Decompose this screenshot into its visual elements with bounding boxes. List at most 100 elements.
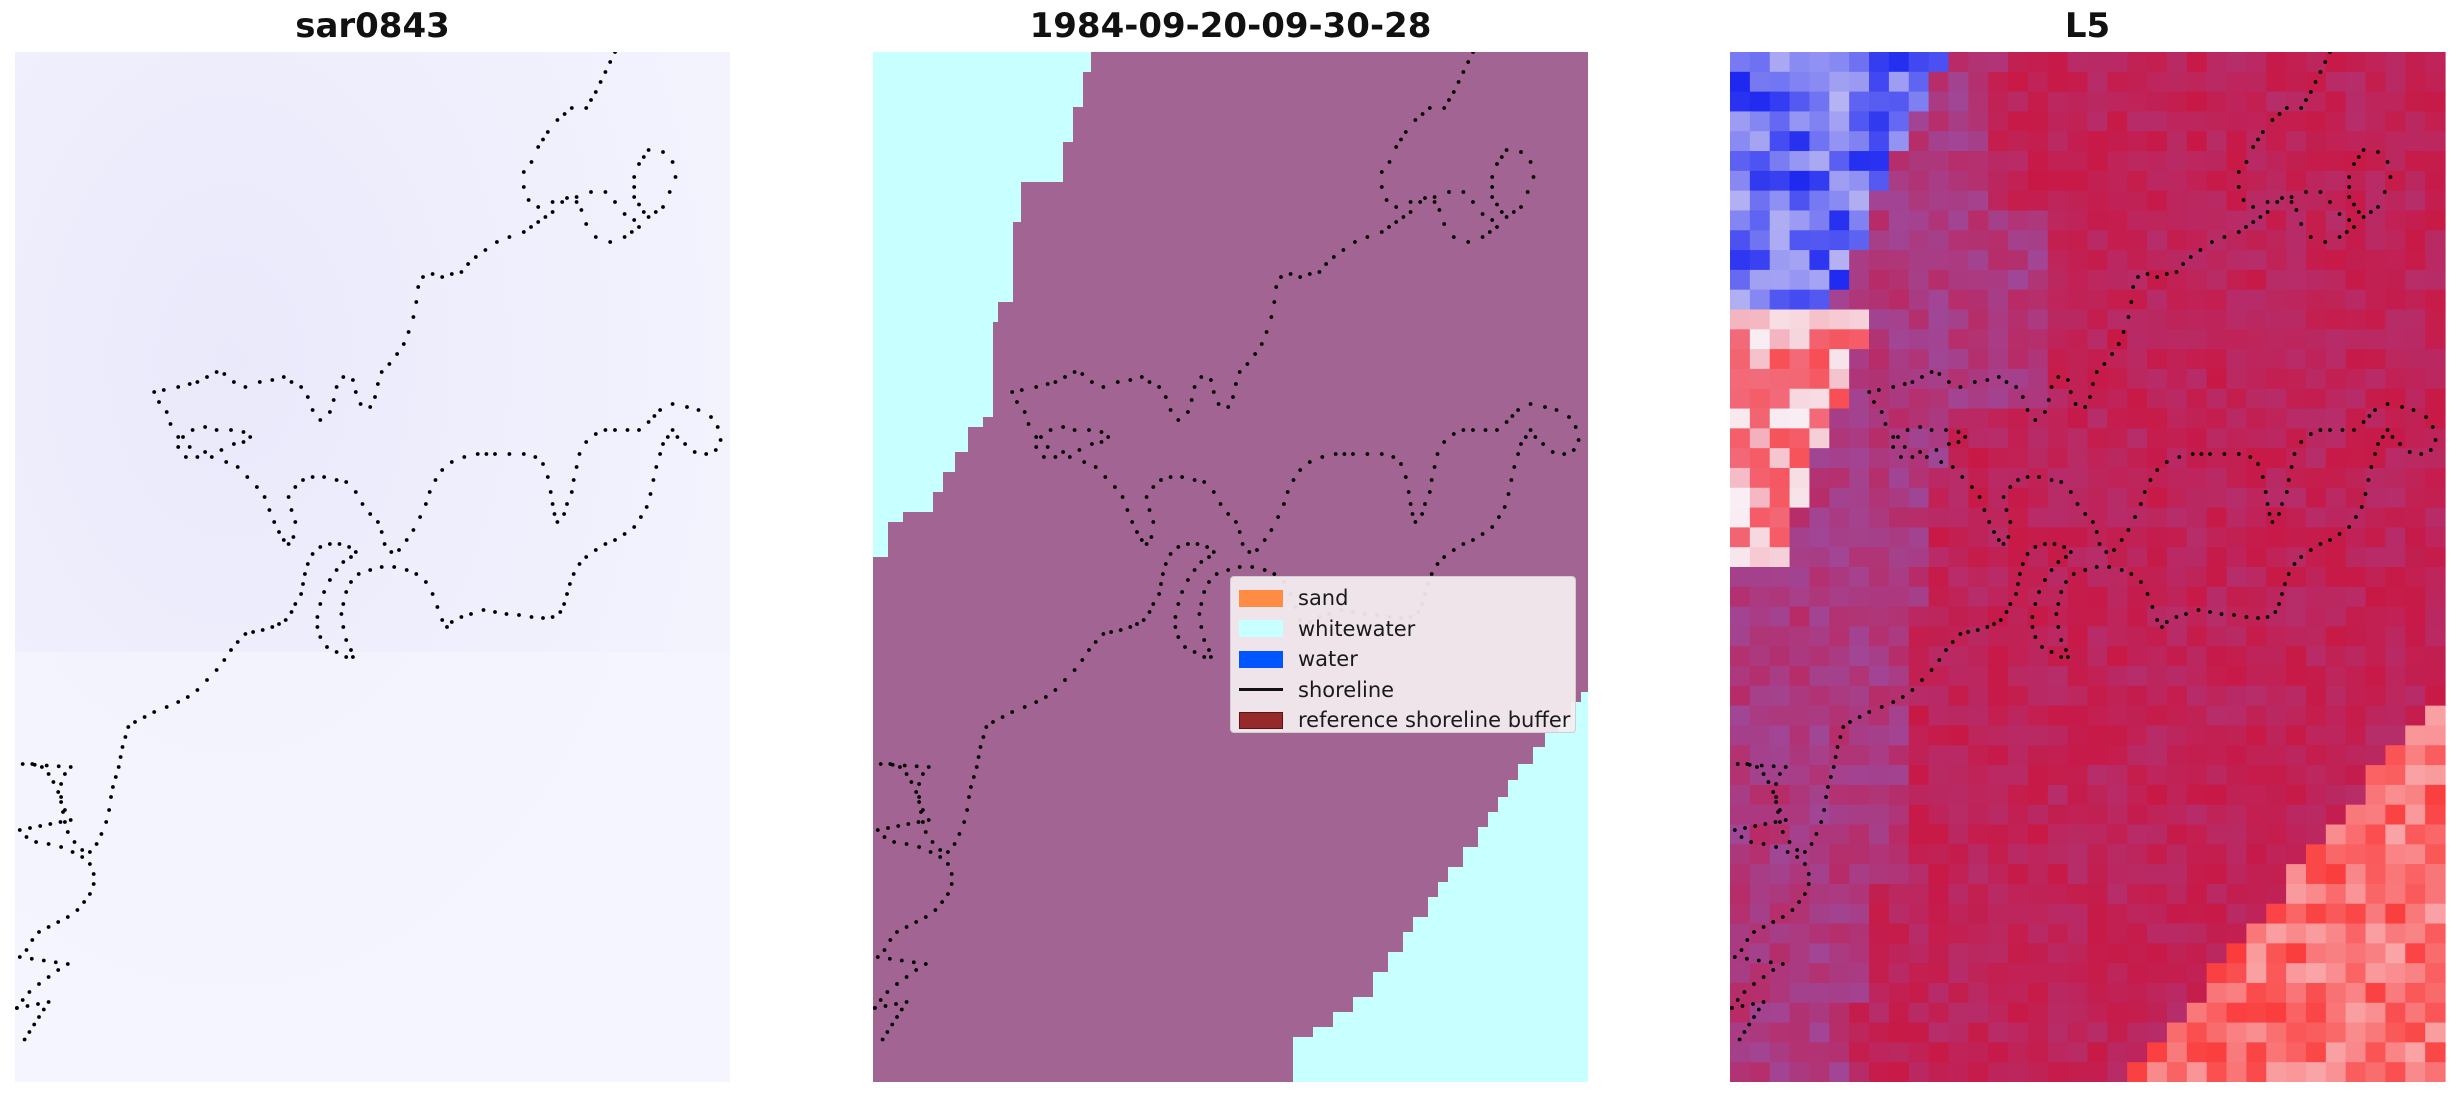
- heatmap-cell: [2305, 91, 2327, 113]
- heatmap-cell: [1789, 864, 1811, 885]
- shoreline-point: [353, 490, 358, 494]
- shoreline-point: [1824, 795, 1828, 799]
- shoreline-point: [2344, 230, 2349, 234]
- heatmap-cell: [1928, 765, 1950, 786]
- shoreline-point: [1147, 610, 1152, 614]
- heatmap-cell: [1928, 448, 1950, 469]
- shoreline-point: [1735, 762, 1740, 766]
- shoreline-point: [1806, 872, 1811, 876]
- shoreline-point: [917, 845, 921, 849]
- shoreline-point: [133, 720, 137, 724]
- heatmap-cell: [2067, 765, 2089, 786]
- heatmap-cell: [1809, 190, 1830, 212]
- heatmap-cell: [2087, 269, 2108, 291]
- heatmap-cell: [2087, 765, 2108, 786]
- shoreline-point: [1937, 372, 1942, 376]
- shoreline-point: [248, 435, 253, 439]
- heatmap-cell: [2286, 646, 2307, 667]
- heatmap-cell: [2286, 329, 2307, 350]
- heatmap-cell: [1849, 289, 1870, 311]
- heatmap-cell: [2325, 685, 2347, 707]
- heatmap-cell: [1908, 71, 1930, 93]
- shoreline-point: [1211, 390, 1216, 394]
- heatmap-cell: [1988, 71, 2009, 93]
- heatmap-cell: [1730, 883, 1751, 905]
- shoreline-point: [116, 765, 121, 769]
- heatmap-cell: [2027, 111, 2049, 132]
- heatmap-cell: [1948, 388, 1969, 410]
- heatmap-cell: [2345, 844, 2367, 865]
- shoreline-point: [2236, 185, 2241, 189]
- heatmap-cell: [2186, 923, 2208, 944]
- heatmap-cell: [2345, 52, 2367, 73]
- heatmap-cell: [2405, 626, 2426, 647]
- shoreline-point: [421, 275, 425, 279]
- heatmap-cell: [2385, 725, 2406, 746]
- heatmap-cell: [2008, 883, 2029, 905]
- shoreline-point: [232, 380, 236, 384]
- heatmap-cell: [2365, 1002, 2387, 1024]
- heatmap-cell: [1809, 864, 1830, 885]
- shoreline-point: [2014, 385, 2018, 389]
- shoreline-point: [904, 925, 909, 929]
- heatmap-cell: [2305, 1042, 2327, 1063]
- heatmap-cell: [2226, 745, 2247, 766]
- heatmap-cell: [1948, 567, 1969, 588]
- heatmap-cell: [1888, 269, 1910, 291]
- heatmap-cell: [2305, 923, 2327, 944]
- heatmap-cell: [2186, 982, 2208, 1004]
- heatmap-cell: [2246, 309, 2267, 330]
- heatmap-cell: [2166, 646, 2188, 667]
- shoreline-point: [1151, 602, 1156, 606]
- heatmap-cell: [1849, 824, 1870, 845]
- heatmap-cell: [1948, 329, 1969, 350]
- heatmap-cell: [1948, 547, 1969, 568]
- heatmap-cell: [2325, 527, 2347, 548]
- heatmap-cell: [1988, 784, 2009, 806]
- heatmap-cell: [2385, 606, 2406, 628]
- heatmap-cell: [2206, 448, 2228, 469]
- heatmap-cell: [1769, 1002, 1791, 1024]
- heatmap-cell: [2425, 923, 2446, 944]
- heatmap-cell: [2286, 289, 2307, 311]
- heatmap-cell: [2266, 210, 2287, 231]
- heatmap-cell: [2008, 705, 2029, 727]
- heatmap-cell: [1888, 487, 1910, 509]
- shoreline-point: [126, 725, 131, 729]
- shoreline-point: [962, 820, 967, 824]
- shoreline-point: [2008, 485, 2013, 489]
- heatmap-cell: [2107, 309, 2128, 330]
- shoreline-point: [2286, 478, 2291, 482]
- shoreline-point: [495, 240, 499, 244]
- heatmap-cell: [2226, 923, 2247, 944]
- shoreline-point: [2064, 580, 2068, 584]
- heatmap-cell: [2107, 923, 2128, 944]
- shoreline-point: [347, 545, 351, 549]
- heatmap-cell: [2127, 467, 2148, 489]
- shoreline-point: [2265, 200, 2270, 204]
- heatmap-cell: [1829, 666, 1850, 687]
- heatmap-cell: [2266, 368, 2287, 390]
- shoreline-point: [1226, 512, 1231, 516]
- shoreline-point: [209, 455, 214, 459]
- heatmap-cell: [2365, 329, 2387, 350]
- heatmap-cell: [2027, 923, 2049, 944]
- heatmap-cell: [2147, 725, 2168, 746]
- heatmap-cell: [2008, 1002, 2029, 1024]
- heatmap-cell: [1849, 368, 1870, 390]
- heatmap-cell: [1988, 210, 2009, 231]
- shoreline-point: [696, 408, 701, 412]
- shoreline-point: [1080, 658, 1085, 662]
- shoreline-point: [414, 572, 419, 576]
- heatmap-cell: [2325, 448, 2347, 469]
- heatmap-cell: [2206, 606, 2228, 628]
- shoreline-point: [356, 572, 361, 576]
- heatmap-cell: [2107, 567, 2128, 588]
- shoreline-point: [991, 720, 995, 724]
- heatmap-cell: [1829, 368, 1850, 390]
- shoreline-point: [898, 765, 902, 769]
- shoreline-point: [1173, 615, 1178, 619]
- shoreline-point: [1442, 440, 1447, 444]
- heatmap-cell: [2107, 705, 2128, 727]
- shoreline-point: [318, 635, 323, 639]
